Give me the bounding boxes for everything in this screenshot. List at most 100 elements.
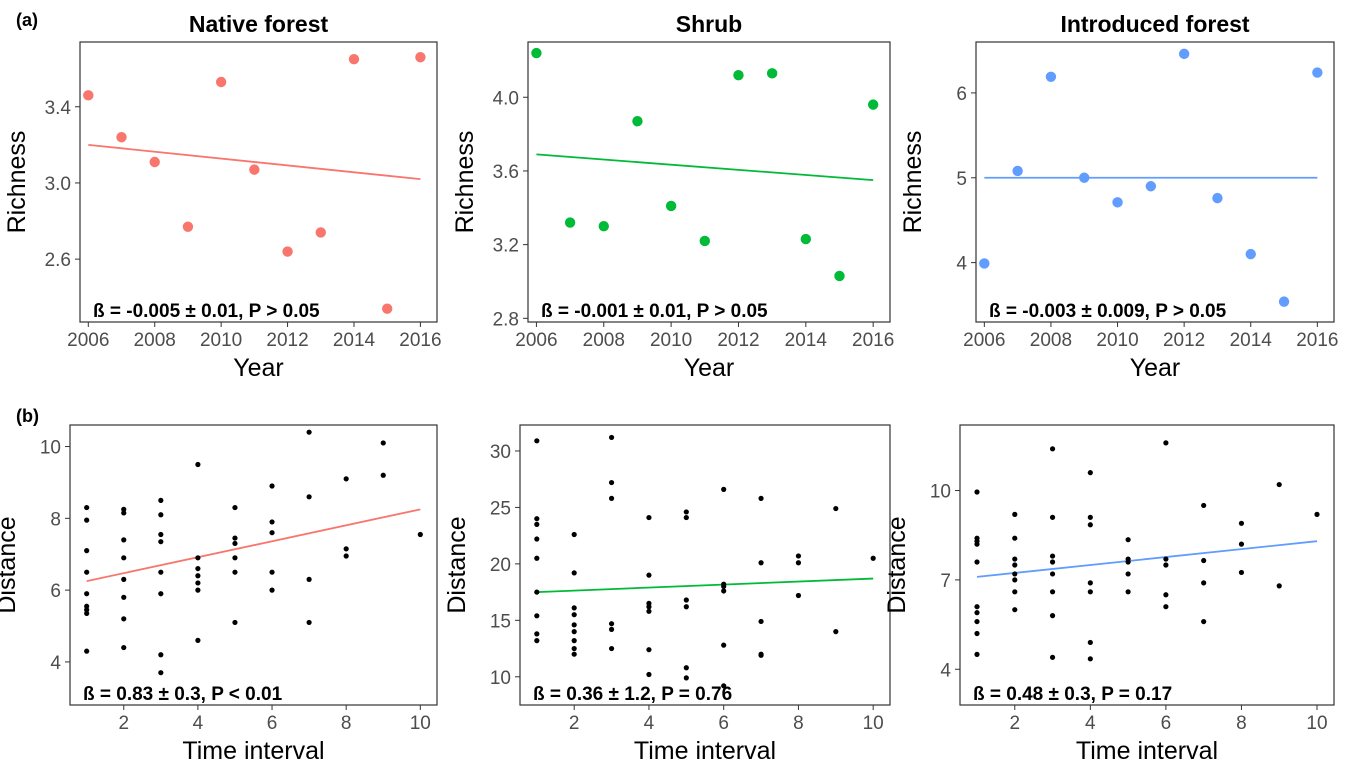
chart-4-data-point xyxy=(121,594,127,600)
chart-1-y-tick-label: 3.4 xyxy=(45,98,72,119)
chart-5-data-point xyxy=(608,645,615,652)
chart-6-data-point xyxy=(974,559,980,565)
chart-6-data-point xyxy=(1049,559,1056,565)
panel-label-a: (a) xyxy=(16,10,38,30)
chart-5-y-tick-label: 30 xyxy=(490,442,511,463)
chart-6-data-point xyxy=(974,630,980,637)
chart-2-data-point xyxy=(834,270,845,282)
chart-6-x-tick-label: 2 xyxy=(1009,713,1020,734)
chart-2-x-tick-label: 2006 xyxy=(515,330,557,351)
chart-4-data-point xyxy=(158,591,164,597)
chart-4-data-point xyxy=(121,616,127,622)
chart-2-x-axis-title: Year xyxy=(684,354,735,382)
chart-2-data-point xyxy=(665,200,677,212)
chart-3-data-point xyxy=(1045,71,1057,82)
chart-5-x-axis-title: Time interval xyxy=(634,737,776,761)
chart-4-data-point xyxy=(343,553,349,559)
chart-5-y-axis-title: Distance xyxy=(443,516,471,613)
chart-2-y-tick-label: 2.8 xyxy=(493,309,519,330)
chart-4-data-point xyxy=(121,506,127,512)
chart-6-data-point xyxy=(1049,589,1056,595)
chart-5-data-point xyxy=(608,479,615,486)
chart-2-data-point xyxy=(632,116,643,127)
chart-5-data-point xyxy=(534,438,540,444)
chart-4-data-point xyxy=(84,504,90,511)
chart-6-x-tick-label: 8 xyxy=(1236,713,1247,734)
chart-4-data-point xyxy=(84,548,90,554)
chart-6-data-point xyxy=(1163,604,1169,610)
chart-5-data-point xyxy=(795,553,802,559)
chart-4-data-point xyxy=(232,540,238,547)
chart-6-data-point xyxy=(1163,556,1169,562)
chart-5-data-point xyxy=(683,509,689,515)
chart-6-data-point xyxy=(1238,541,1245,547)
chart-4-x-tick-label: 4 xyxy=(193,713,204,734)
chart-5-panel-border xyxy=(519,424,891,706)
chart-4-data-point xyxy=(158,531,164,538)
chart-2-data-point xyxy=(598,221,609,232)
chart-6-data-point xyxy=(1163,562,1169,568)
chart-4-data-point xyxy=(195,573,201,579)
chart-5-data-point xyxy=(721,588,727,594)
chart-4-fit-line xyxy=(86,508,421,583)
chart-6-data-point xyxy=(1087,589,1093,595)
chart-4-data-point xyxy=(269,569,275,575)
chart-4-data-point xyxy=(195,461,201,468)
chart-5-data-point xyxy=(534,613,540,619)
chart-5-x-tick-label: 6 xyxy=(718,713,729,734)
chart-4-annotation: ß = 0.83 ± 0.3, P < 0.01 xyxy=(83,684,283,705)
chart-4-y-tick-label: 8 xyxy=(50,509,61,530)
chart-2-x-tick-label: 2008 xyxy=(583,330,625,351)
chart-1-data-point xyxy=(282,246,293,257)
chart-4-data-point xyxy=(84,591,90,597)
chart-6-data-point xyxy=(974,610,980,616)
chart-5-data-point xyxy=(534,516,540,522)
chart-6-data-point xyxy=(1012,577,1018,583)
chart-3-y-tick-label: 4 xyxy=(956,254,967,275)
chart-6-x-axis-title: Time interval xyxy=(1076,737,1218,761)
chart-6-data-point xyxy=(1238,569,1245,576)
chart-5-data-point xyxy=(646,572,652,578)
chart-5-data-point xyxy=(683,675,689,681)
chart-6-data-point xyxy=(1201,557,1207,564)
chart-6-data-point xyxy=(1012,607,1018,613)
chart-1-data-point xyxy=(415,52,426,63)
chart-5-data-point xyxy=(721,583,727,590)
chart-4-data-point xyxy=(269,519,275,525)
chart-5-data-point xyxy=(571,612,577,618)
chart-2-x-tick-label: 2012 xyxy=(717,330,759,351)
chart-6-data-point xyxy=(1125,589,1131,595)
chart-3-title: Introduced forest xyxy=(1060,11,1249,37)
chart-6-data-point xyxy=(1163,592,1169,598)
chart-4-data-point xyxy=(158,512,164,518)
chart-3-x-tick-label: 2010 xyxy=(1096,330,1138,351)
chart-6-data-point xyxy=(974,618,980,625)
chart-2-x-tick-label: 2014 xyxy=(785,330,828,351)
chart-6-data-point xyxy=(1087,522,1093,528)
chart-5-data-point xyxy=(571,570,577,576)
chart-5-data-point xyxy=(683,514,689,521)
chart-4-data-point xyxy=(232,555,238,561)
chart-5-fit-line xyxy=(536,577,874,593)
chart-1-y-axis-title: Richness xyxy=(3,131,31,234)
chart-5-data-point xyxy=(571,622,577,628)
chart-2-data-point xyxy=(733,69,744,81)
chart-4-data-point xyxy=(121,510,127,516)
chart-5-data-point xyxy=(683,597,689,603)
chart-1-data-point xyxy=(315,227,326,238)
chart-1-x-tick-label: 2006 xyxy=(67,330,109,351)
chart-4-data-point xyxy=(269,530,275,536)
chart-3-data-point xyxy=(1178,48,1190,60)
chart-6-data-point xyxy=(1125,571,1131,577)
chart-5-data-point xyxy=(758,618,764,625)
chart-1-data-point xyxy=(348,53,360,65)
chart-4-data-point xyxy=(380,440,386,446)
chart-1-data-point xyxy=(182,221,194,232)
chart-4-data-point xyxy=(121,644,127,651)
chart-5-data-point xyxy=(534,521,540,527)
chart-5-data-point xyxy=(646,671,652,678)
chart-2-data-point xyxy=(867,99,879,110)
chart-1-x-tick-label: 2014 xyxy=(333,330,376,351)
chart-4-y-tick-label: 10 xyxy=(40,438,61,459)
chart-6-y-tick-label: 10 xyxy=(930,482,951,503)
